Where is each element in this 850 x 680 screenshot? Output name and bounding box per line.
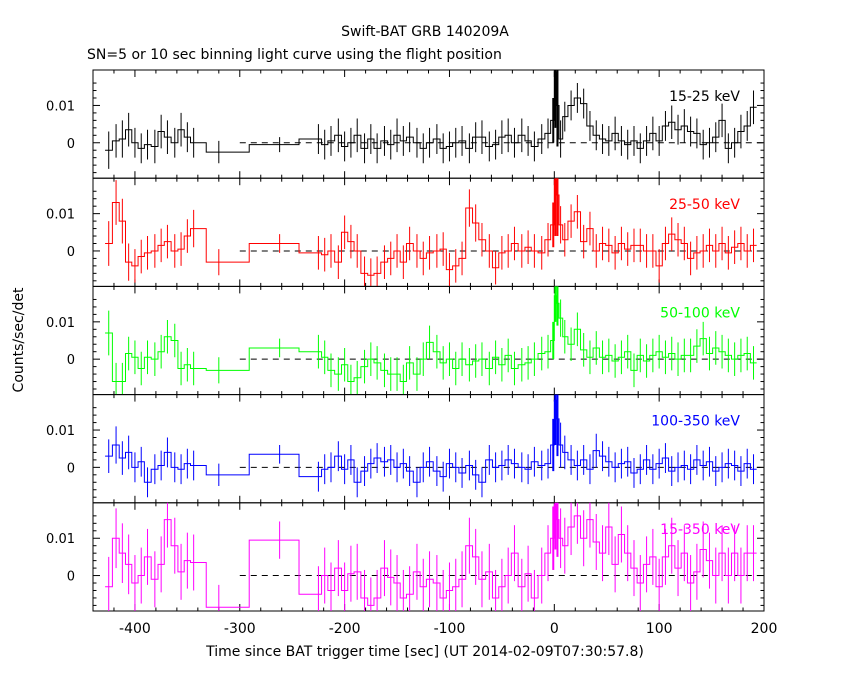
panel-energy-label: 25-50 keV <box>669 197 740 213</box>
panel-1: 0 0.01 25-50 keV <box>46 124 764 292</box>
y-tick-label: 0.01 <box>46 316 75 331</box>
panel-0: 0 0.01 15-25 keV <box>46 16 764 178</box>
y-tick-label: 0.01 <box>46 208 75 223</box>
panel-frame <box>93 395 764 503</box>
x-tick-label: -400 <box>119 621 151 637</box>
panel-data-group <box>105 460 757 633</box>
panels-group: 0 0.01 15-25 keV 0 0.01 25-50 keV 0 0.01 50-100 … <box>46 16 764 633</box>
y-axis-label: Counts/sec/det <box>11 287 27 392</box>
panel-energy-label: 50-100 keV <box>660 305 740 321</box>
panel-energy-label: 15-350 keV <box>660 522 740 538</box>
y-tick-label: 0.01 <box>46 424 75 439</box>
y-tick-label: 0 <box>67 353 75 368</box>
y-tick-label: 0 <box>67 570 75 585</box>
x-tick-label: 100 <box>646 621 673 637</box>
x-tick-label: -200 <box>329 621 361 637</box>
panel-4: 0 0.01 15-350 keV <box>46 460 764 633</box>
panel-energy-label: 15-25 keV <box>669 89 740 105</box>
panel-energy-label: 100-350 keV <box>651 414 740 430</box>
chart-subtitle: SN=5 or 10 sec binning light curve using… <box>87 47 502 63</box>
x-tick-label: 0 <box>550 621 559 637</box>
x-tick-label: -300 <box>224 621 256 637</box>
chart-title: Swift-BAT GRB 140209A <box>341 24 509 40</box>
y-tick-label: 0 <box>67 137 75 152</box>
y-tick-label: 0 <box>67 245 75 260</box>
panel-3: 0 0.01 100-350 keV <box>46 355 764 502</box>
y-tick-label: 0.01 <box>46 99 75 114</box>
y-tick-label: 0.01 <box>46 532 75 547</box>
x-tick-labels: -400 -300 -200 -100 0 100 200 <box>119 621 777 637</box>
y-tick-label: 0 <box>67 461 75 476</box>
x-tick-label: -100 <box>434 621 466 637</box>
x-tick-label: 200 <box>751 621 778 637</box>
x-axis-label: Time since BAT trigger time [sec] (UT 20… <box>205 644 644 660</box>
panel-frame <box>93 70 764 178</box>
panel-2: 0 0.01 50-100 keV <box>46 270 764 401</box>
